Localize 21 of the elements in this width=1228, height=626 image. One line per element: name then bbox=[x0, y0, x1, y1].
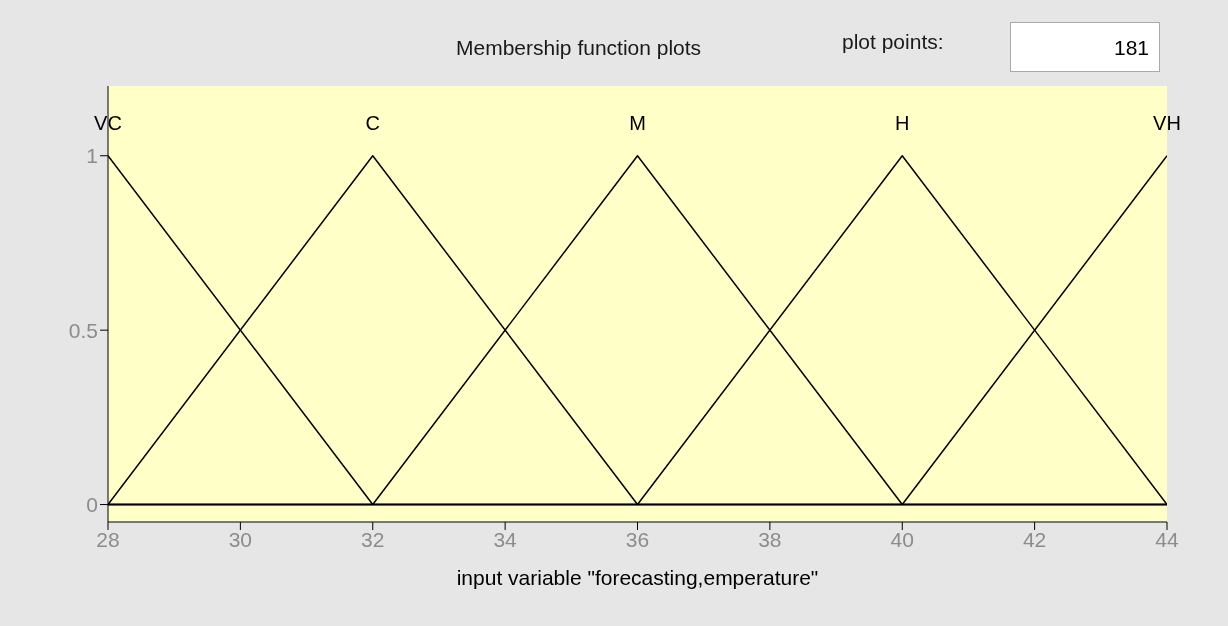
x-tick-label: 44 bbox=[1155, 527, 1179, 551]
y-tick-label: 0.5 bbox=[68, 318, 98, 342]
series-label: H bbox=[895, 111, 910, 134]
x-tick-label: 38 bbox=[758, 527, 782, 551]
x-tick-label: 42 bbox=[1022, 527, 1047, 551]
series-label: VC bbox=[94, 111, 122, 134]
text-field: 181 bbox=[1010, 22, 1160, 72]
x-tick-label: 36 bbox=[625, 527, 650, 551]
chart-title: Membership function plots bbox=[456, 36, 702, 60]
x-tick-label: 34 bbox=[493, 527, 518, 551]
y-tick-label: 1 bbox=[86, 144, 98, 168]
x-axis-title: input variable "forecasting,emperature" bbox=[456, 565, 819, 589]
y-tick-label: 0 bbox=[86, 493, 98, 517]
series-label: C bbox=[365, 111, 380, 134]
x-tick-label: 28 bbox=[96, 527, 120, 551]
text: plot points: bbox=[842, 30, 944, 54]
series-label: VH bbox=[1153, 111, 1181, 134]
x-tick-label: 32 bbox=[361, 527, 385, 551]
x-tick-label: 30 bbox=[228, 527, 253, 551]
x-tick-label: 40 bbox=[890, 527, 914, 551]
series-label: M bbox=[629, 111, 646, 134]
